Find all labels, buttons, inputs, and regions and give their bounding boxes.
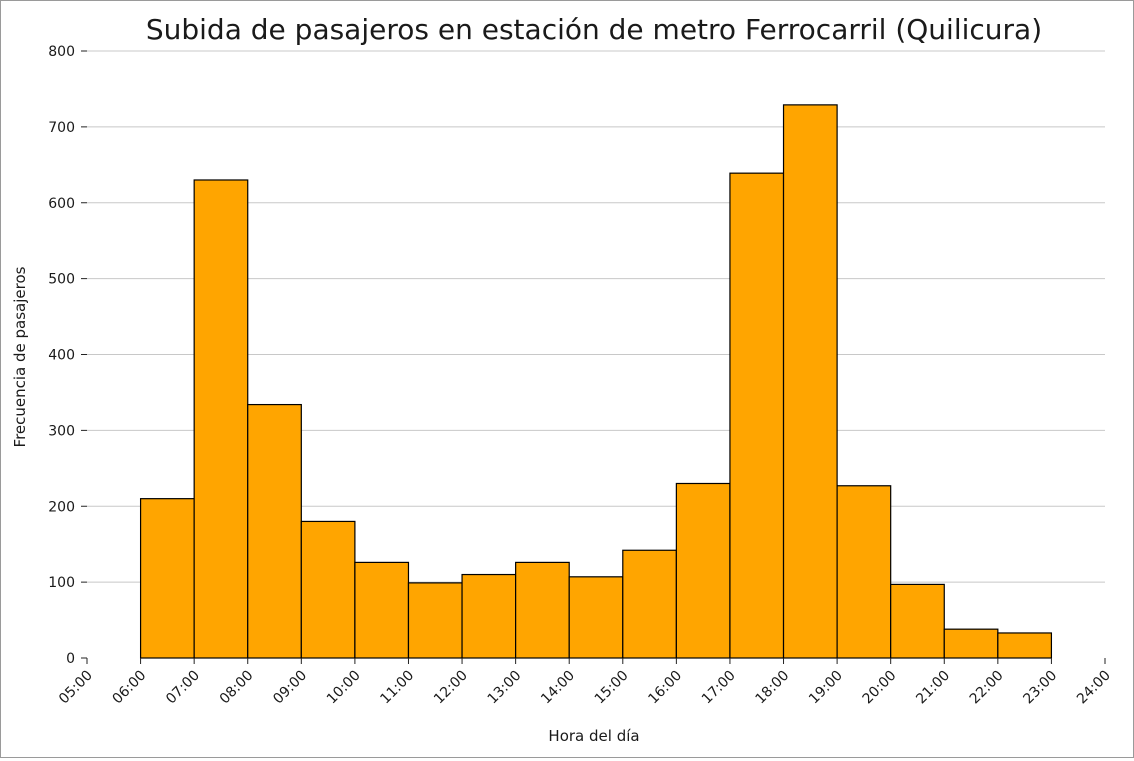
histogram-bar <box>890 583 945 659</box>
y-tick-label: 700 <box>48 120 75 136</box>
x-tick-label: 05:00 <box>56 668 96 708</box>
histogram-bar <box>515 561 570 659</box>
y-tick-label: 100 <box>48 575 75 591</box>
x-tick-label: 07:00 <box>163 668 203 708</box>
histogram-bar <box>675 482 731 659</box>
x-tick-label: 23:00 <box>1020 668 1060 708</box>
histogram-bar <box>943 628 999 659</box>
x-tick-label: 06:00 <box>110 668 150 708</box>
y-axis-ticks: 0 100 200 300 400 500 600 700 800 <box>48 44 87 667</box>
y-tick-label: 500 <box>48 272 75 288</box>
histogram-bar <box>247 403 302 659</box>
x-tick-label: 24:00 <box>1074 668 1114 708</box>
x-tick-label: 11:00 <box>377 668 417 708</box>
x-tick-label: 17:00 <box>699 668 739 708</box>
y-tick-label: 600 <box>48 196 75 212</box>
y-tick-label: 400 <box>48 348 75 364</box>
y-axis-label: Frecuencia de pasajeros <box>11 266 29 447</box>
x-tick-label: 22:00 <box>967 668 1007 708</box>
histogram-bar <box>407 582 463 659</box>
x-tick-label: 18:00 <box>753 668 793 708</box>
x-tick-label: 15:00 <box>592 668 632 708</box>
histogram-bar <box>354 561 410 659</box>
x-tick-label: 08:00 <box>217 668 257 708</box>
y-tick-label: 200 <box>48 499 75 515</box>
chart-title: Subida de pasajeros en estación de metro… <box>146 13 1042 46</box>
y-tick-label: 300 <box>48 423 75 439</box>
histogram-bar <box>836 485 892 659</box>
histogram-bar <box>461 573 517 659</box>
x-axis-ticks: 05:00 06:00 07:00 08:00 09:00 10:00 11:00 12:00… <box>56 658 1114 707</box>
x-tick-label: 16:00 <box>645 668 685 708</box>
x-tick-label: 10:00 <box>324 668 364 708</box>
bars <box>139 104 1053 659</box>
histogram-bar <box>193 179 249 659</box>
x-tick-label: 13:00 <box>485 668 525 708</box>
histogram-bar <box>782 104 838 659</box>
histogram-bar <box>568 576 624 659</box>
x-tick-label: 20:00 <box>860 668 900 708</box>
histogram-bar <box>139 498 195 659</box>
x-tick-label: 12:00 <box>431 668 471 708</box>
x-tick-label: 19:00 <box>806 668 846 708</box>
histogram-bar <box>622 549 677 659</box>
y-tick-label: 0 <box>66 651 75 667</box>
histogram-bar <box>997 632 1053 659</box>
x-axis-label: Hora del día <box>548 727 639 745</box>
x-tick-label: 14:00 <box>538 668 578 708</box>
y-tick-label: 800 <box>48 44 75 60</box>
histogram-bar <box>729 172 785 659</box>
x-tick-label: 21:00 <box>913 668 953 708</box>
histogram-bar <box>300 520 356 659</box>
x-tick-label: 09:00 <box>270 668 310 708</box>
